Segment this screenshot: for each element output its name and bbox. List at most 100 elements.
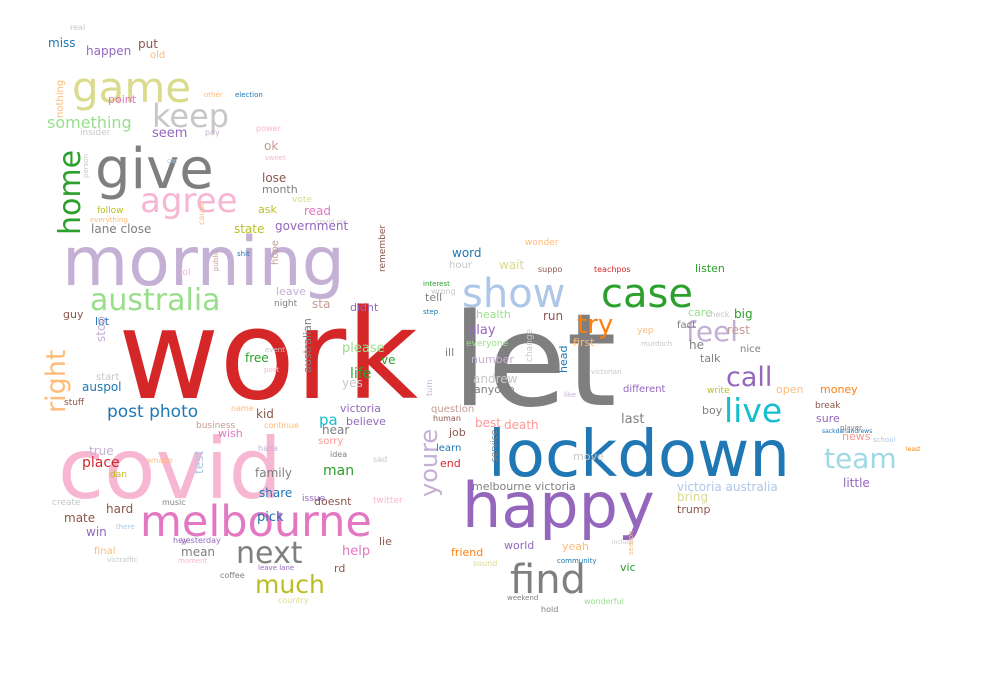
word-show: show — [462, 271, 565, 317]
word-human: human — [433, 414, 461, 423]
word-open: open — [776, 383, 803, 396]
word-yep: yep — [637, 326, 654, 336]
word-melbourne: melbourne — [140, 497, 372, 547]
word-morning: morning — [62, 223, 345, 302]
word-different: different — [623, 384, 666, 395]
word-man: man — [323, 463, 354, 479]
word-team: team — [824, 442, 897, 475]
word-share: share — [259, 486, 292, 500]
word-word: word — [452, 246, 482, 260]
word-place: place — [82, 455, 120, 471]
word-australian: australian — [301, 318, 314, 373]
word-victoria: victoria — [340, 402, 381, 415]
word-world: world — [504, 539, 534, 552]
word-dan: dan — [110, 470, 127, 480]
word-doesnt: doesnt — [314, 495, 352, 508]
word-game: game — [72, 63, 191, 112]
word-stuff: stuff — [64, 398, 85, 408]
word-hour: hour — [449, 260, 473, 271]
word-victorian: victorian — [591, 368, 622, 376]
word-post: post — [264, 366, 279, 374]
word-real: real — [70, 23, 85, 32]
word-free: free — [245, 351, 269, 365]
word-nothing: nothing — [55, 80, 66, 118]
word-yesterday: yesterday — [181, 536, 221, 545]
word-true: true — [89, 444, 114, 458]
word-health: health — [476, 308, 511, 321]
word-end: end — [440, 457, 461, 470]
word-last: last — [621, 412, 644, 427]
word-lot: lot — [95, 315, 110, 328]
word-lose: lose — [262, 171, 286, 185]
word-change: change — [525, 328, 535, 362]
word-vic: vic — [620, 561, 636, 574]
word-work: work — [118, 284, 418, 428]
word-bring: bring — [677, 490, 708, 504]
word-case: case — [601, 271, 693, 317]
word-season: season — [627, 530, 635, 555]
word-wonderful: wonderful — [584, 597, 624, 606]
word-friend: friend — [451, 546, 483, 559]
word-issue: issue — [302, 494, 326, 504]
word-put: put — [138, 37, 158, 51]
word-auspol: auspol — [82, 380, 122, 394]
word-mean: mean — [181, 545, 215, 559]
word-name: name — [231, 404, 254, 413]
word-public: public — [212, 250, 220, 271]
word-like: like — [564, 391, 576, 399]
word-job: job — [448, 426, 466, 439]
word-hope: hope — [270, 240, 281, 265]
word-didnt: didnt — [350, 301, 379, 314]
word-hold: hold — [541, 605, 558, 614]
word-twitter: twitter — [373, 496, 403, 506]
word-believe: believe — [346, 415, 386, 428]
word-old: old — [150, 50, 165, 61]
word-remember: remember — [378, 225, 388, 272]
word-hard: hard — [106, 502, 133, 516]
word-murdoch: murdoch — [641, 340, 672, 348]
word-best: best — [475, 416, 501, 430]
word-happy: happy — [462, 469, 655, 542]
word-break: break — [815, 401, 841, 411]
word-care: care — [688, 306, 712, 319]
word-sta: sta — [312, 297, 330, 311]
word-miss: miss — [48, 36, 76, 50]
word-help: help — [342, 544, 370, 559]
word-stop: stop — [94, 316, 108, 342]
word-play: play — [468, 323, 496, 338]
word-government: government — [275, 219, 348, 233]
word-state: state — [234, 222, 264, 236]
word-idea: idea — [330, 450, 347, 459]
word-interest: interest — [423, 280, 450, 288]
word-car: car — [167, 157, 178, 165]
word-community: community — [557, 557, 596, 565]
word-money: money — [820, 383, 858, 396]
word-something: something — [47, 113, 132, 132]
word-vote: vote — [292, 195, 312, 205]
word-ill: ill — [445, 346, 454, 359]
word-much: much — [255, 570, 325, 599]
word-wrong: wrong — [431, 287, 456, 296]
word-covid: covid — [58, 420, 282, 518]
word-yeah: yeah — [562, 540, 589, 553]
word-let: let — [452, 287, 617, 436]
word-try: try — [577, 310, 613, 340]
word-agree: agree — [140, 181, 237, 221]
word-little: little — [843, 476, 870, 490]
word-australia: australia — [90, 283, 221, 318]
word-pay: pay — [205, 128, 220, 137]
word-final: final — [94, 546, 116, 557]
word-melbourne-victoria: melbourne victoria — [472, 480, 576, 493]
word-there: there — [116, 523, 135, 531]
word-sorry: sorry — [318, 436, 343, 447]
word-give: give — [95, 137, 214, 202]
word-check: check — [706, 310, 730, 319]
word-big: big — [734, 307, 753, 321]
word-sure: sure — [816, 412, 840, 425]
word-andrew: andrew — [473, 372, 518, 386]
word-ask: ask — [258, 203, 277, 216]
word-school: school — [873, 436, 895, 444]
word-teachpos: teachpos — [594, 265, 631, 274]
word-move: move — [573, 450, 604, 463]
word-haha: haha — [258, 444, 278, 453]
